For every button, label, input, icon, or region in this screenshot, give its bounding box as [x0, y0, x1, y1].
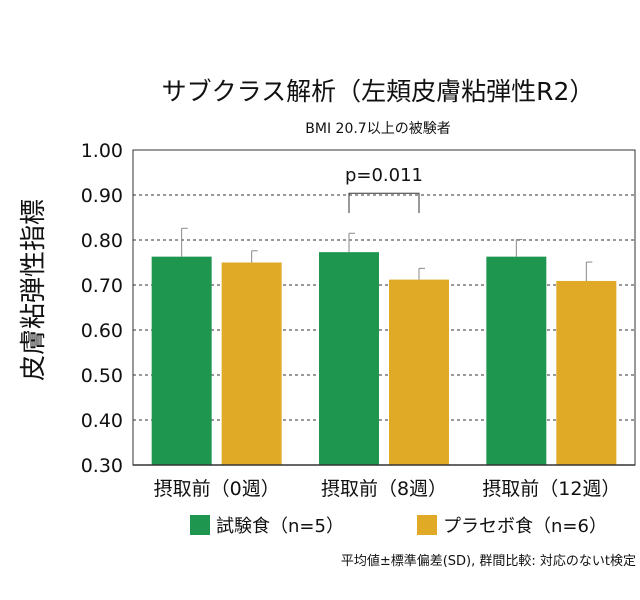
bar-series-1-cat-0	[221, 262, 282, 465]
y-tick-label: 0.30	[81, 455, 123, 477]
y-axis-label: 皮膚粘弾性指標	[19, 199, 49, 381]
bar-series-0-cat-2	[486, 256, 547, 465]
p-value-label: p=0.011	[345, 165, 423, 186]
y-tick-label: 0.50	[81, 365, 123, 387]
legend: 試験食（n=5） プラセボ食（n=6）	[190, 515, 607, 537]
chart-subtitle: BMI 20.7以上の被験者	[305, 121, 450, 137]
y-tick-label: 0.80	[81, 230, 123, 252]
y-tick-label: 0.70	[81, 275, 123, 297]
bar-series-1-cat-1	[389, 279, 449, 465]
legend-swatch-test-food	[190, 515, 210, 535]
legend-label-placebo: プラセボ食（n=6）	[443, 516, 607, 537]
x-category-label: 摂取前（0週）	[154, 478, 280, 500]
legend-label-test-food: 試験食（n=5）	[216, 516, 344, 537]
bar-series-1-cat-2	[556, 280, 617, 465]
y-tick-label: 0.40	[81, 410, 123, 432]
significance-bracket: p=0.011	[345, 165, 423, 213]
footnote: 平均値±標準偏差(SD), 群間比較: 対応のないt検定	[341, 553, 636, 569]
x-category-label: 摂取前（12週）	[482, 478, 620, 500]
y-tick-label: 1.00	[81, 140, 123, 162]
bar-series-0-cat-1	[319, 252, 379, 465]
bracket-line	[348, 192, 420, 213]
chart-title: サブクラス解析（左頬皮膚粘弾性R2）	[162, 77, 595, 106]
y-tick-label: 0.60	[81, 320, 123, 342]
bar-series-0-cat-0	[151, 256, 212, 465]
y-tick-label: 0.90	[81, 185, 123, 207]
legend-swatch-placebo	[417, 515, 437, 535]
x-category-label: 摂取前（8週）	[321, 478, 447, 500]
